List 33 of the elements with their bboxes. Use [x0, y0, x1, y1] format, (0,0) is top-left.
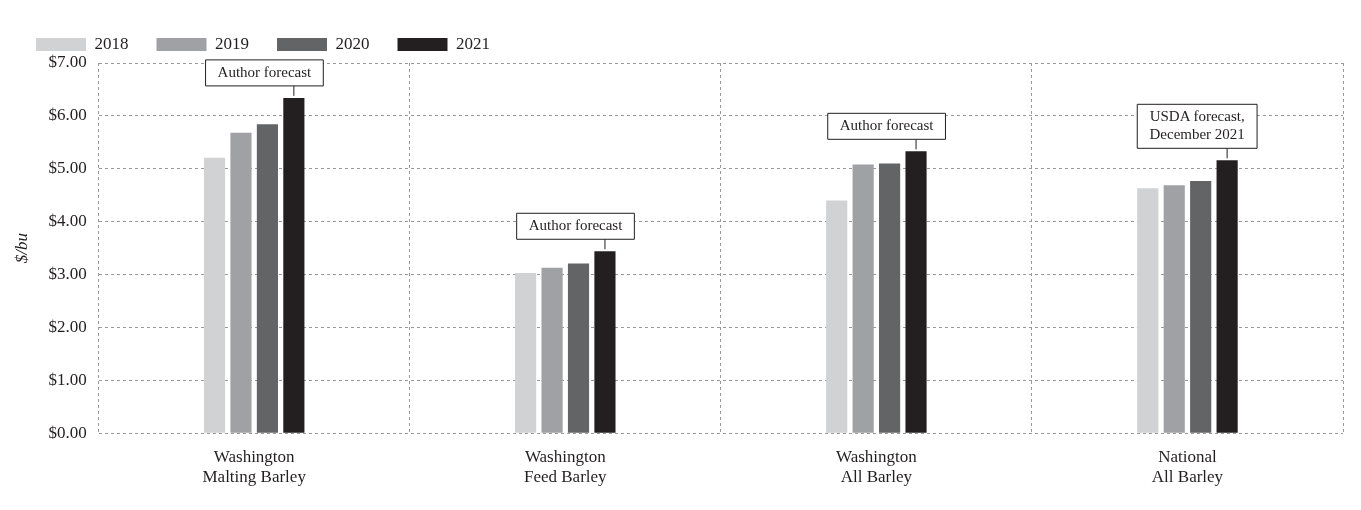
x-tick-label: Washington Malting Barley [202, 446, 307, 487]
bar [283, 97, 305, 433]
y-tick-label: $4.00 [48, 211, 87, 231]
annotation: Author forecast [528, 217, 624, 234]
bar [1190, 180, 1212, 433]
y-tick-label: $5.00 [48, 158, 87, 178]
x-tick-label: Washington All Barley [835, 446, 918, 487]
bar [256, 124, 278, 433]
bar [1216, 160, 1238, 433]
y-axis-title: $/bu [11, 232, 31, 264]
bar [203, 157, 226, 433]
legend-label: 2018 [94, 33, 129, 53]
bar [905, 151, 927, 433]
annotation: USDA forecast, December 2021 [1149, 108, 1245, 143]
y-tick-label: $3.00 [48, 264, 87, 284]
bar [1137, 188, 1159, 433]
bar [515, 272, 537, 433]
x-tick-label: Washington Feed Barley [523, 446, 608, 487]
y-tick-label: $1.00 [48, 369, 87, 389]
y-tick-label: $0.00 [48, 422, 87, 442]
y-tick-label: $2.00 [48, 316, 87, 336]
y-tick-label: $7.00 [48, 52, 87, 72]
legend-label: 2020 [335, 33, 370, 53]
bar [594, 251, 616, 433]
annotation: Author forecast [839, 117, 935, 134]
bar [826, 200, 848, 433]
annotation: Author forecast [217, 63, 313, 80]
bar [567, 263, 590, 433]
y-tick-label: $6.00 [48, 105, 87, 125]
x-tick-label: National All Barley [1151, 446, 1224, 487]
legend-label: 2021 [456, 33, 490, 53]
legend-label: 2019 [215, 33, 249, 53]
bar [879, 163, 901, 433]
